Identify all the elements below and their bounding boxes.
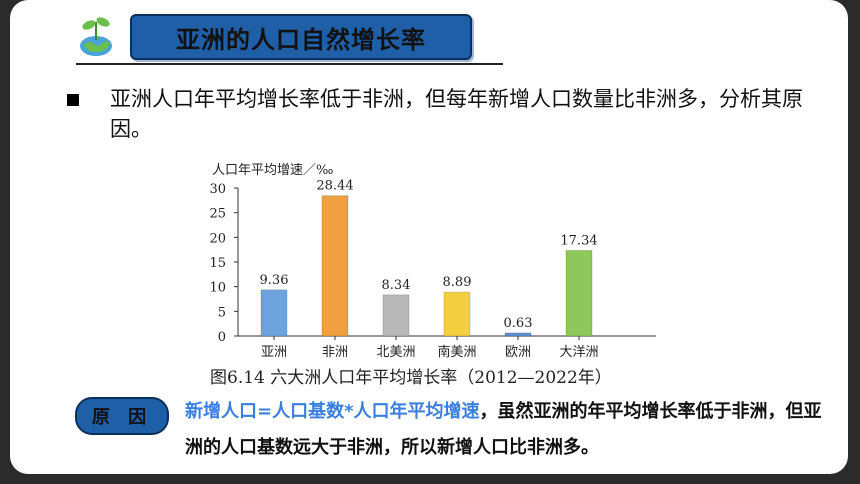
x-tick-label: 非洲 bbox=[322, 345, 348, 360]
bar-1 bbox=[260, 289, 288, 337]
data-label: 8.89 bbox=[443, 275, 472, 290]
bar-6 bbox=[565, 249, 593, 337]
page-title: 亚洲的人口自然增长率 bbox=[176, 25, 426, 54]
data-label: 0.63 bbox=[504, 316, 533, 331]
y-tick-label: 5 bbox=[218, 305, 226, 320]
y-tick-label: 20 bbox=[209, 231, 226, 246]
reason-button[interactable]: 原 因 bbox=[75, 397, 169, 435]
chart-caption: 图6.14 六大洲人口年平均增长率（2012—2022年） bbox=[210, 368, 612, 388]
y-tick-label: 10 bbox=[209, 281, 226, 296]
bar-3 bbox=[382, 294, 410, 337]
y-tick-label: 15 bbox=[209, 256, 226, 271]
title-banner: 亚洲的人口自然增长率 bbox=[130, 14, 472, 60]
x-tick-label: 欧洲 bbox=[505, 345, 531, 360]
y-tick-label: 30 bbox=[209, 182, 226, 197]
answer-highlight: 新增人口=人口基数*人口年平均增速 bbox=[185, 401, 480, 422]
x-tick-label: 大洋洲 bbox=[559, 345, 598, 360]
bar-4 bbox=[443, 291, 471, 337]
x-tick-label: 南美洲 bbox=[437, 344, 476, 360]
y-tick-label: 0 bbox=[218, 330, 226, 345]
bar-2 bbox=[321, 195, 349, 337]
answer-rest: ，虽然亚洲的年平均增长率低于非洲，但亚洲的人口基数远大于非洲，所以新增人口比非洲… bbox=[185, 401, 822, 458]
y-axis-label: 人口年平均增速／‰ bbox=[212, 163, 333, 178]
data-label: 17.34 bbox=[560, 233, 597, 248]
answer-text: 新增人口=人口基数*人口年平均增速，虽然亚洲的年平均增长率低于非洲，但亚洲的人口… bbox=[185, 394, 825, 466]
title-underline bbox=[76, 63, 503, 65]
bar-5 bbox=[504, 332, 532, 337]
x-tick-label: 北美洲 bbox=[376, 345, 415, 360]
data-label: 8.34 bbox=[382, 278, 411, 293]
plant-globe-logo-icon bbox=[80, 17, 112, 56]
bar-chart: 人口年平均增速／‰ 0 5 10 15 20 25 30 9.36 亚洲 28.44 非洲 8.34 北美… bbox=[209, 163, 656, 360]
data-label: 9.36 bbox=[260, 273, 289, 288]
y-tick-label: 25 bbox=[209, 207, 226, 222]
data-label: 28.44 bbox=[316, 179, 353, 194]
x-tick-label: 亚洲 bbox=[261, 345, 287, 360]
question-text: 亚洲人口年平均增长率低于非洲，但每年新增人口数量比非洲多，分析其原因。 bbox=[110, 87, 803, 141]
slide: 亚洲的人口自然增长率 亚洲人口年平均增长率低于非洲，但每年新增人口数量比非洲多，… bbox=[10, 0, 848, 474]
bullet-square-icon bbox=[67, 94, 79, 106]
